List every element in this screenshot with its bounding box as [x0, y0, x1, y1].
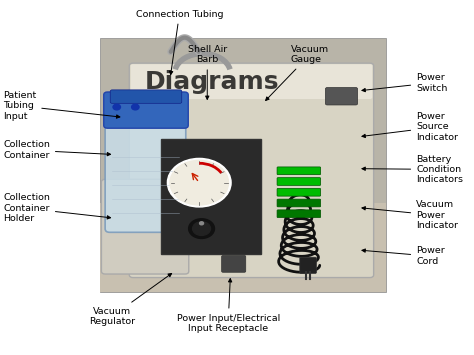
Circle shape	[200, 222, 203, 225]
Text: Power
Cord: Power Cord	[362, 246, 445, 266]
Text: Power Input/Electrical
Input Receptacle: Power Input/Electrical Input Receptacle	[176, 279, 280, 333]
Text: Connection Tubing: Connection Tubing	[136, 10, 223, 75]
FancyBboxPatch shape	[105, 118, 186, 232]
Text: Patient
Tubing
Input: Patient Tubing Input	[3, 91, 120, 121]
Text: Diagrams: Diagrams	[145, 70, 279, 94]
Text: Battery
Condition
Indicators: Battery Condition Indicators	[362, 154, 463, 184]
FancyBboxPatch shape	[131, 64, 372, 99]
Text: Collection
Container
Holder: Collection Container Holder	[3, 193, 110, 223]
Circle shape	[132, 104, 139, 110]
FancyBboxPatch shape	[277, 167, 320, 175]
Text: Collection
Container: Collection Container	[3, 140, 110, 160]
FancyBboxPatch shape	[104, 92, 188, 128]
FancyBboxPatch shape	[277, 210, 320, 218]
Text: Vacuum
Regulator: Vacuum Regulator	[89, 273, 172, 326]
FancyBboxPatch shape	[110, 90, 182, 103]
Text: Power
Source
Indicator: Power Source Indicator	[362, 112, 458, 142]
FancyBboxPatch shape	[100, 38, 386, 293]
Circle shape	[189, 219, 215, 239]
Text: Vacuum
Gauge: Vacuum Gauge	[265, 45, 329, 100]
FancyBboxPatch shape	[300, 257, 317, 273]
FancyBboxPatch shape	[100, 203, 386, 293]
Text: Vacuum
Power
Indicator: Vacuum Power Indicator	[362, 201, 458, 230]
FancyBboxPatch shape	[277, 178, 320, 185]
FancyBboxPatch shape	[222, 256, 246, 272]
Circle shape	[113, 104, 120, 110]
FancyBboxPatch shape	[277, 199, 320, 207]
FancyBboxPatch shape	[326, 88, 357, 105]
Circle shape	[167, 158, 231, 207]
Circle shape	[192, 222, 210, 235]
Text: Shell Air
Barb: Shell Air Barb	[188, 45, 227, 99]
Text: Power
Switch: Power Switch	[362, 73, 447, 93]
FancyBboxPatch shape	[129, 63, 374, 278]
FancyBboxPatch shape	[277, 189, 320, 196]
Circle shape	[170, 160, 228, 205]
FancyBboxPatch shape	[162, 139, 261, 254]
FancyBboxPatch shape	[101, 179, 189, 274]
